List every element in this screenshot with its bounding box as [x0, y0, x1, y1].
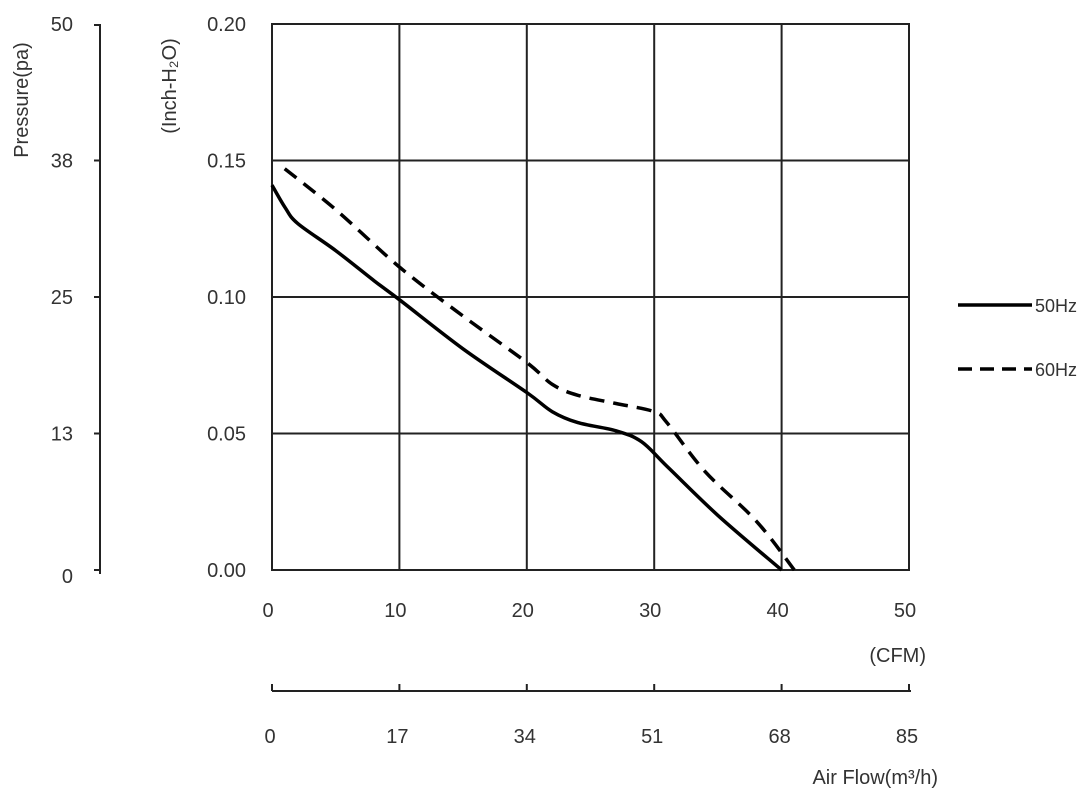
- x-tick-label: 30: [639, 600, 661, 622]
- y-tick-label: 0.00: [207, 560, 246, 582]
- x-tick-label: 40: [766, 600, 788, 622]
- airflow-tick-label: 34: [514, 726, 536, 748]
- cfm-unit-label: (CFM): [869, 645, 926, 667]
- pressure-tick-label: 38: [51, 151, 73, 173]
- y-axis-tick-labels: 0.00 0.05 0.10 0.15 0.20: [207, 14, 246, 582]
- pressure-axis-title: Pressure(pa): [11, 42, 33, 158]
- pressure-tick-label: 50: [51, 14, 73, 36]
- y-axis-title: (Inch-H₂O): [159, 38, 181, 134]
- plot-frame: [271, 23, 910, 571]
- y-tick-label: 0.10: [207, 287, 246, 309]
- airflow-tick-label: 51: [641, 726, 663, 748]
- series-line-50hz: [270, 184, 783, 572]
- airflow-tick-label: 85: [896, 726, 918, 748]
- y-tick-label: 0.05: [207, 424, 246, 446]
- x-tick-label: 10: [384, 600, 406, 622]
- airflow-axis-title: Air Flow(m³/h): [812, 767, 938, 789]
- plot-border: [271, 23, 910, 571]
- y-tick-label: 0.15: [207, 151, 246, 173]
- grid: [272, 24, 909, 570]
- airflow-tick-label: 17: [386, 726, 408, 748]
- airflow-axis: 0 17 34 51 68 85: [264, 684, 918, 748]
- pressure-tick-label: 25: [51, 287, 73, 309]
- legend-label-60hz: 60Hz: [1035, 360, 1077, 380]
- legend-label-50hz: 50Hz: [1035, 296, 1077, 316]
- pressure-axis: 0 13 25 38 50: [51, 14, 101, 588]
- airflow-tick-label: 0: [264, 726, 275, 748]
- airflow-tick-label: 68: [768, 726, 790, 748]
- x-tick-label: 0: [262, 600, 273, 622]
- y-tick-label: 0.20: [207, 14, 246, 36]
- x-tick-label: 20: [512, 600, 534, 622]
- series-line-60hz: [283, 167, 796, 572]
- series-lines: [270, 167, 796, 572]
- x-axis-tick-labels: 0 10 20 30 40 50: [262, 600, 916, 622]
- pressure-tick-label: 13: [51, 424, 73, 446]
- pressure-tick-label: 0: [62, 566, 73, 588]
- legend: 50Hz 60Hz: [958, 296, 1077, 380]
- x-tick-label: 50: [894, 600, 916, 622]
